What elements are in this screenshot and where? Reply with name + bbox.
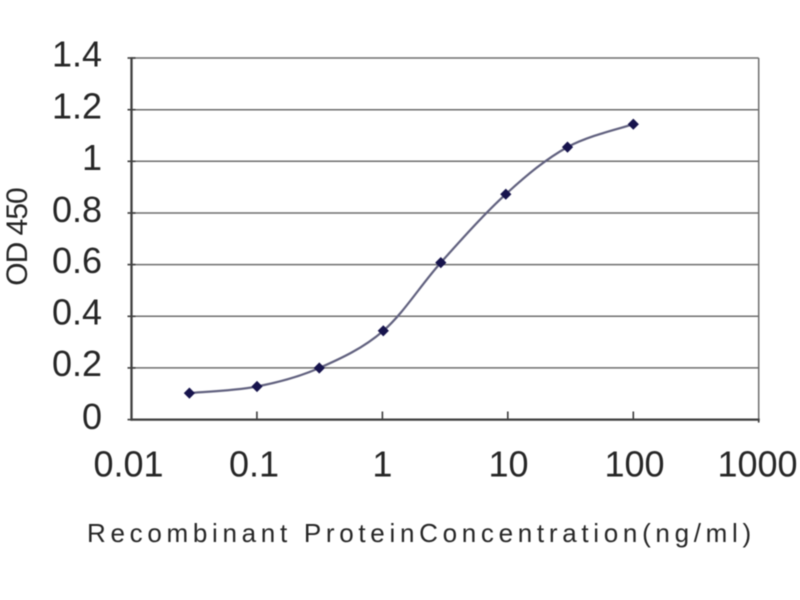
svg-text:Recombinant ProteinConcentrati: Recombinant ProteinConcentration(ng/ml) xyxy=(87,518,756,548)
svg-text:1: 1 xyxy=(372,443,392,484)
svg-text:1000: 1000 xyxy=(717,443,797,484)
svg-text:1.2: 1.2 xyxy=(52,86,102,127)
svg-text:0.1: 0.1 xyxy=(229,443,279,484)
svg-text:0.6: 0.6 xyxy=(52,240,102,281)
svg-text:0.8: 0.8 xyxy=(52,189,102,230)
svg-text:OD 450: OD 450 xyxy=(1,188,34,286)
svg-text:0.2: 0.2 xyxy=(52,343,102,384)
svg-text:0: 0 xyxy=(82,396,102,437)
svg-text:10: 10 xyxy=(488,443,528,484)
svg-text:100: 100 xyxy=(604,443,664,484)
svg-text:1: 1 xyxy=(82,137,102,178)
svg-text:0.01: 0.01 xyxy=(93,443,163,484)
svg-text:0.4: 0.4 xyxy=(52,291,102,332)
svg-text:1.4: 1.4 xyxy=(52,34,102,75)
